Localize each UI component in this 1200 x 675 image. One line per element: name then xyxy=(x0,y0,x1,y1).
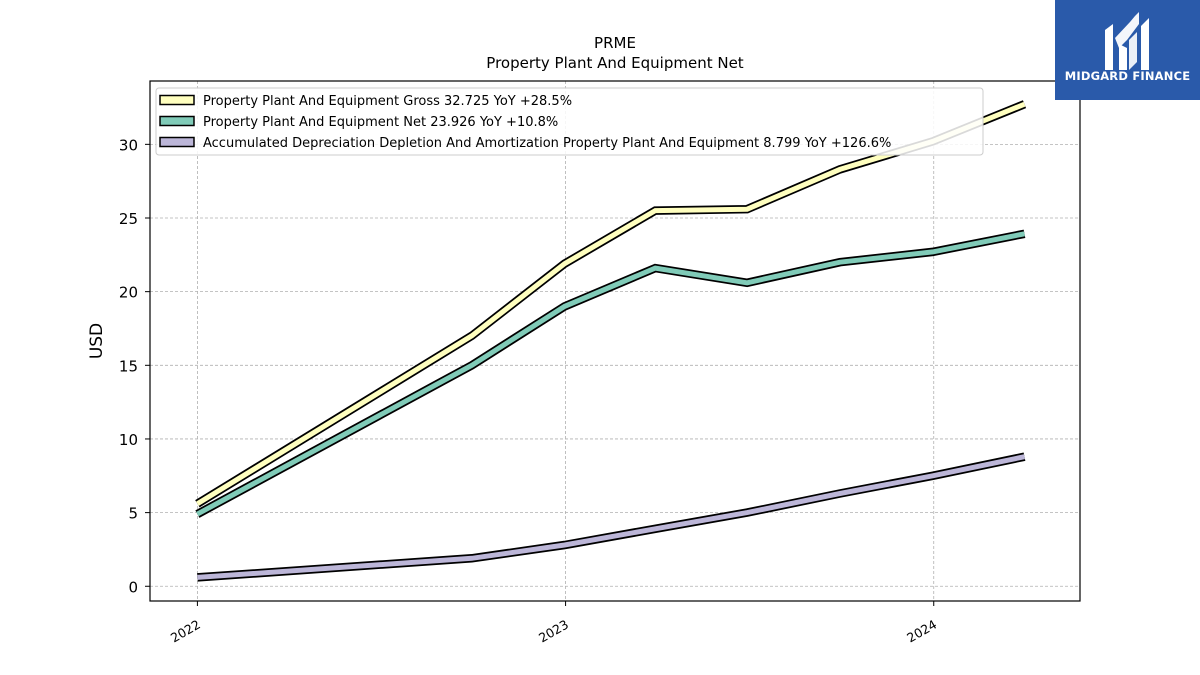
series-lines xyxy=(195,100,1027,582)
series-line-3 xyxy=(197,454,1026,580)
y-tick-label: 5 xyxy=(128,505,138,523)
brand-name: MIDGARD FINANCE xyxy=(1064,69,1191,83)
x-tick-label: 2022 xyxy=(168,617,203,646)
y-tick-label: 20 xyxy=(119,284,138,302)
axis-ticks: 0 5 10 15 20 25 30 2022 2023 2024 xyxy=(119,136,939,645)
brand-logo: MIDGARD FINANCE xyxy=(1055,0,1200,100)
y-tick-label: 10 xyxy=(119,431,138,449)
brand-logo-icon xyxy=(1105,12,1149,70)
series-line-outline xyxy=(195,229,1026,518)
legend-box xyxy=(155,87,984,156)
series-line-2 xyxy=(196,231,1025,517)
y-axis-label: USD xyxy=(87,323,107,359)
chart-title: PRME xyxy=(594,34,636,52)
x-tick-label: 2024 xyxy=(904,617,939,646)
y-tick-label: 25 xyxy=(119,210,138,228)
plot-area-frame xyxy=(149,80,1081,602)
legend-swatch xyxy=(159,115,195,127)
series-line-outline xyxy=(197,452,1026,582)
y-tick-label: 30 xyxy=(119,136,138,154)
legend: Property Plant And Equipment Gross 32.72… xyxy=(155,87,984,156)
y-tick-label: 0 xyxy=(128,578,138,596)
chart-subtitle: Property Plant And Equipment Net xyxy=(486,54,743,72)
legend-label: Property Plant And Equipment Gross 32.72… xyxy=(203,94,572,109)
x-tick-label: 2023 xyxy=(536,617,571,646)
y-tick-label: 15 xyxy=(119,357,138,375)
legend-label: Accumulated Depreciation Depletion And A… xyxy=(203,136,891,151)
grid xyxy=(150,81,1080,601)
legend-label: Property Plant And Equipment Net 23.926 … xyxy=(203,115,558,130)
legend-swatch xyxy=(159,94,195,106)
legend-swatch xyxy=(159,136,195,148)
